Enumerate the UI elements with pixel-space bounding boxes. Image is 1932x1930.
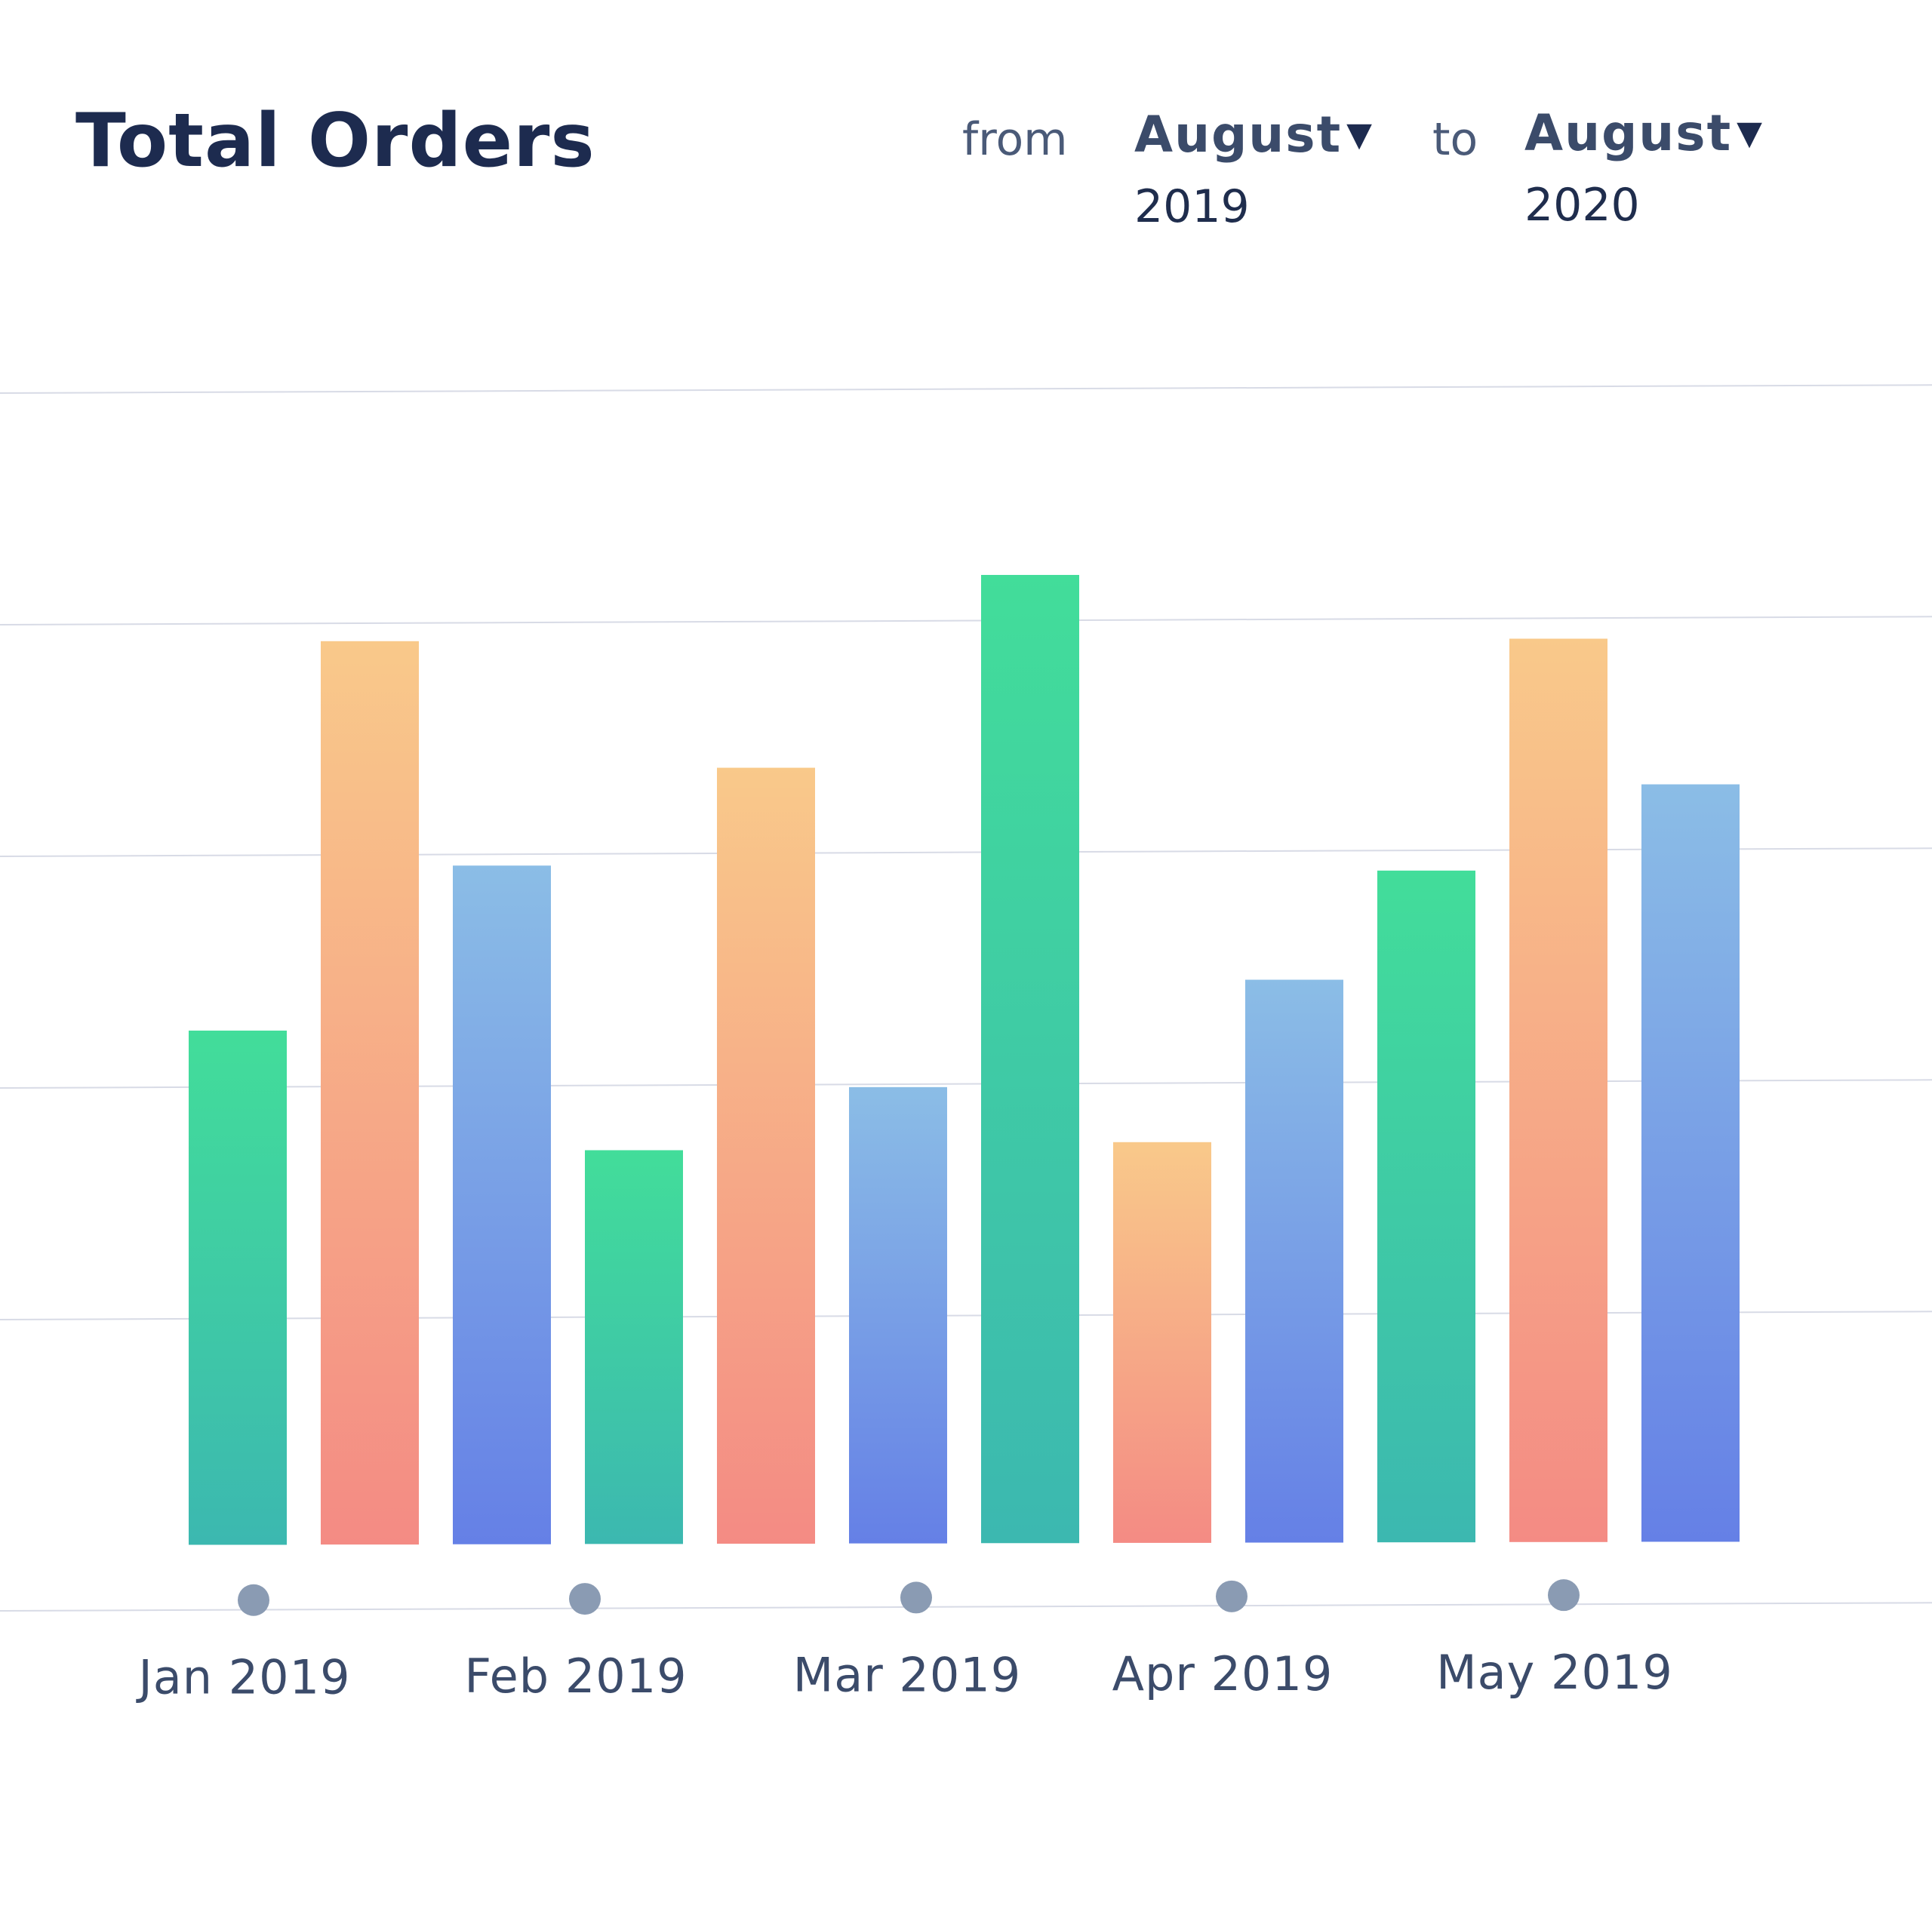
bar-mar-2019-orange[interactable] — [1113, 1142, 1211, 1543]
to-year-label: 2020 — [1524, 179, 1640, 232]
bar-feb-2019-orange[interactable] — [717, 767, 815, 1544]
page-title: Total Orders — [75, 98, 595, 184]
bar-jan-2019-orange[interactable] — [321, 641, 419, 1545]
from-date-picker[interactable]: August ▼ 2019 — [1134, 106, 1374, 233]
tick-marker[interactable] — [238, 1584, 269, 1616]
from-year-label: 2019 — [1134, 180, 1250, 233]
grid-line — [0, 616, 1932, 625]
bar-mar-2019-green[interactable] — [981, 575, 1079, 1544]
bar-feb-2019-blue[interactable] — [849, 1086, 947, 1544]
tick-marker[interactable] — [1548, 1579, 1580, 1612]
x-tick-label: Jan 2019 — [135, 1650, 350, 1705]
bar-apr-2019-green[interactable] — [1377, 870, 1475, 1543]
triangle-down-icon: ▼ — [1346, 115, 1374, 154]
x-axis-ticks: Jan 2019 Feb 2019 Mar 2019 Apr 2019 May 2019 — [135, 1579, 1672, 1705]
from-label: from — [962, 113, 1068, 166]
grid-line — [0, 1602, 1932, 1612]
tick-marker[interactable] — [569, 1583, 601, 1615]
to-month-label: August — [1524, 104, 1733, 162]
to-date-picker[interactable]: August ▼ 2020 — [1524, 104, 1764, 232]
bars — [189, 575, 1740, 1545]
x-tick-label: Apr 2019 — [1112, 1646, 1334, 1701]
bar-feb-2019-green[interactable] — [585, 1150, 683, 1544]
to-label: to — [1432, 113, 1478, 166]
from-month-label: August — [1134, 106, 1343, 164]
bar-jan-2019-green[interactable] — [189, 1030, 287, 1545]
bar-jan-2019-blue[interactable] — [453, 865, 551, 1544]
bar-apr-2019-blue[interactable] — [1641, 784, 1740, 1542]
bar-apr-2019-orange[interactable] — [1509, 638, 1607, 1542]
x-tick-label: May 2019 — [1436, 1645, 1673, 1700]
x-tick-label: Mar 2019 — [793, 1647, 1021, 1702]
x-tick-label: Feb 2019 — [464, 1649, 687, 1704]
tick-marker[interactable] — [900, 1581, 932, 1614]
bar-mar-2019-blue[interactable] — [1245, 979, 1343, 1543]
grid-line — [0, 384, 1932, 394]
triangle-down-icon: ▼ — [1737, 114, 1764, 152]
tick-marker[interactable] — [1216, 1580, 1247, 1612]
